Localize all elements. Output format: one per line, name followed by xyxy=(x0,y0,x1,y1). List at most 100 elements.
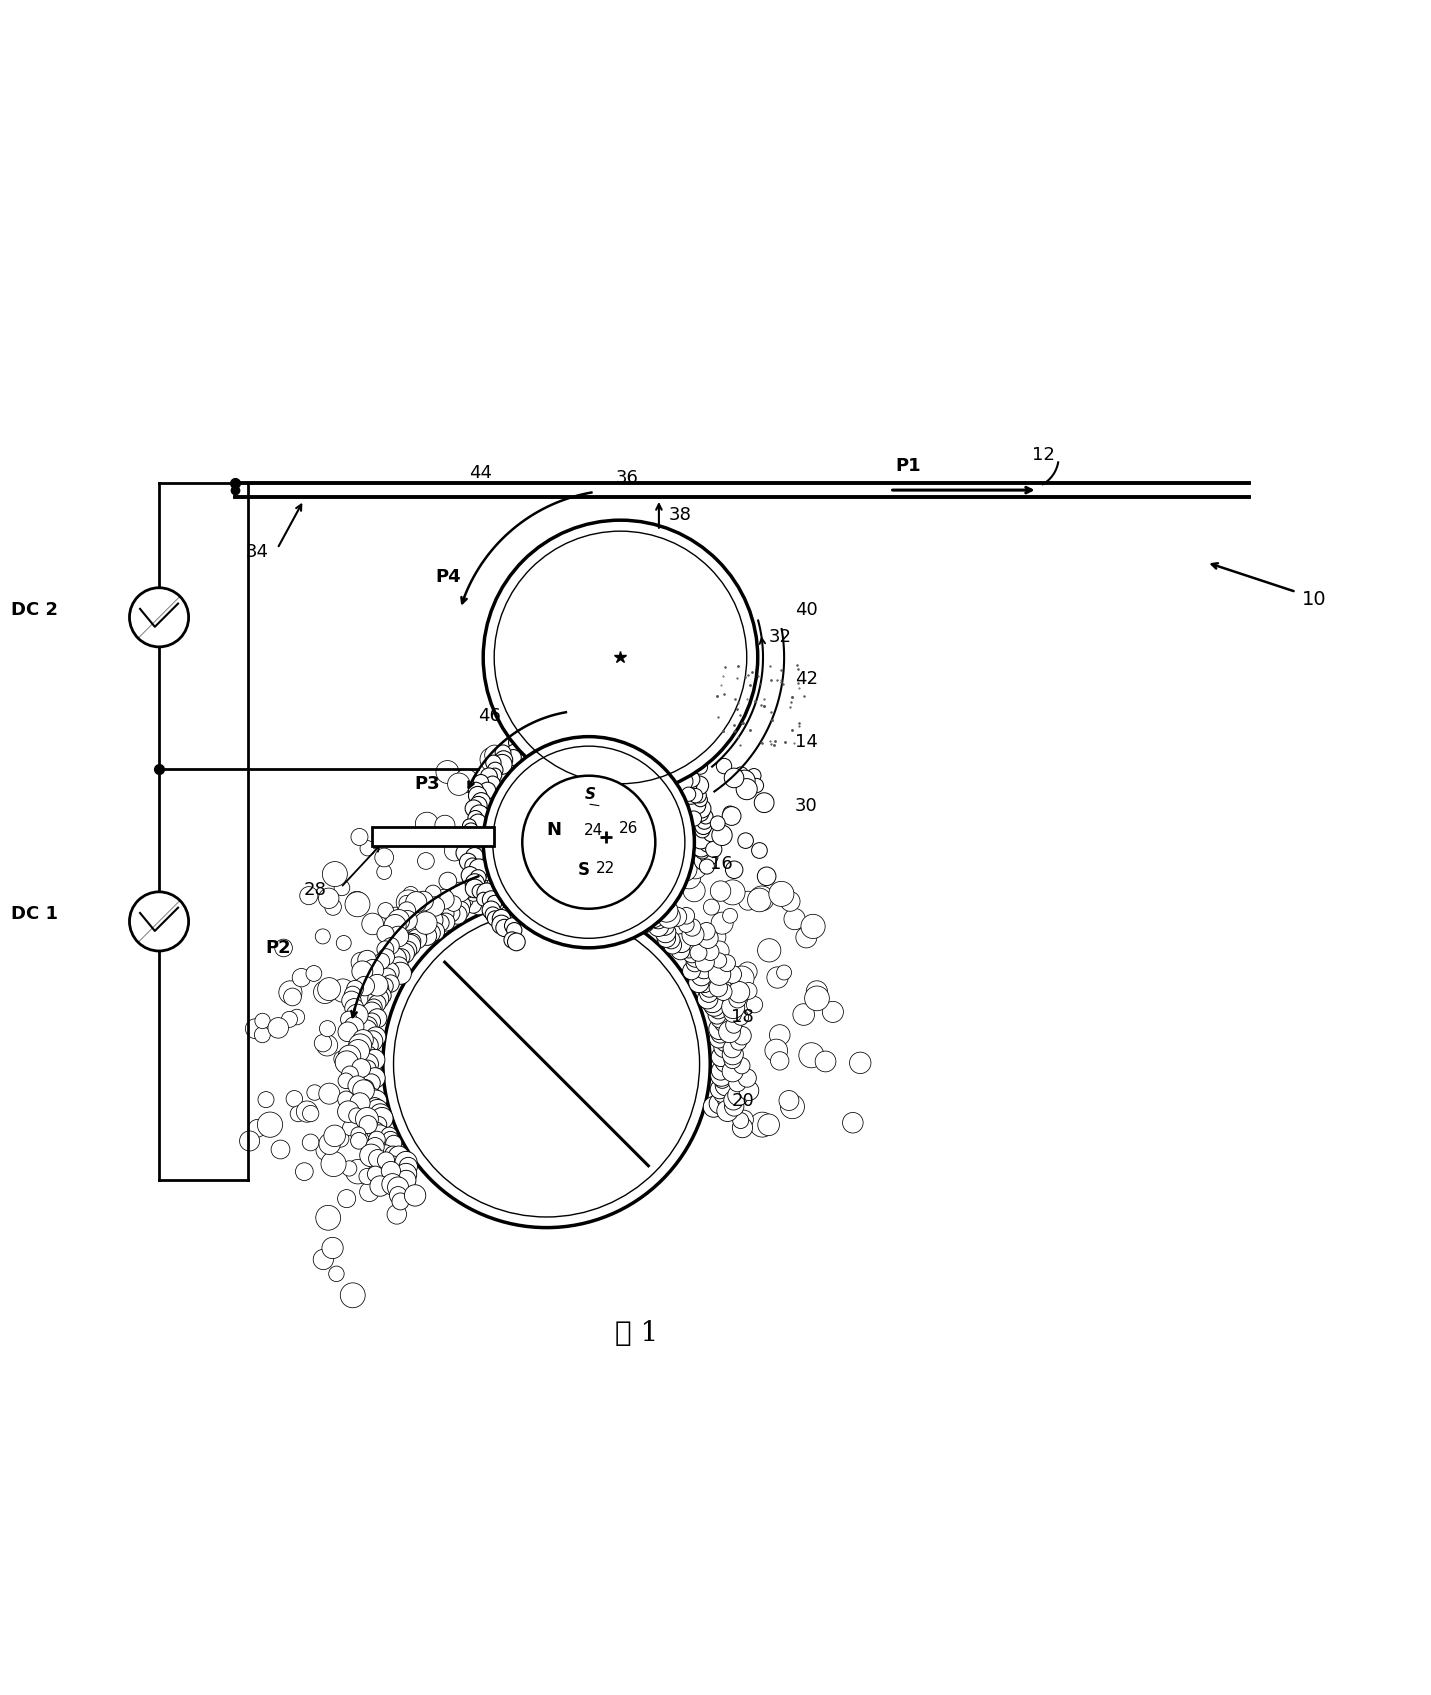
Circle shape xyxy=(711,1061,730,1080)
Circle shape xyxy=(648,739,664,754)
Circle shape xyxy=(366,1027,386,1048)
Circle shape xyxy=(747,997,763,1014)
Circle shape xyxy=(472,885,487,898)
Circle shape xyxy=(731,1034,747,1051)
Circle shape xyxy=(534,800,555,822)
Circle shape xyxy=(843,1112,863,1132)
Circle shape xyxy=(502,878,521,897)
Circle shape xyxy=(356,1080,373,1097)
Circle shape xyxy=(306,966,322,981)
Circle shape xyxy=(610,714,627,732)
Circle shape xyxy=(485,890,507,910)
Circle shape xyxy=(442,903,459,922)
Circle shape xyxy=(522,875,538,890)
Circle shape xyxy=(365,1068,385,1088)
Circle shape xyxy=(323,1125,345,1146)
Text: 36: 36 xyxy=(615,470,638,486)
Circle shape xyxy=(129,588,189,647)
Circle shape xyxy=(780,892,800,912)
Circle shape xyxy=(567,870,581,885)
Circle shape xyxy=(565,722,582,739)
Circle shape xyxy=(471,870,487,886)
Circle shape xyxy=(332,1131,349,1148)
Circle shape xyxy=(495,864,512,881)
Circle shape xyxy=(733,1117,753,1137)
Circle shape xyxy=(358,951,376,970)
Circle shape xyxy=(620,719,634,734)
Circle shape xyxy=(488,763,504,778)
Circle shape xyxy=(562,876,584,898)
Circle shape xyxy=(643,905,664,927)
Circle shape xyxy=(714,1014,733,1032)
Circle shape xyxy=(767,966,788,988)
Circle shape xyxy=(514,885,531,902)
Circle shape xyxy=(342,1120,358,1136)
Circle shape xyxy=(362,1075,381,1092)
Circle shape xyxy=(436,905,454,922)
Circle shape xyxy=(378,902,394,919)
Circle shape xyxy=(321,1151,346,1176)
Circle shape xyxy=(550,725,564,739)
Circle shape xyxy=(381,1161,401,1181)
Circle shape xyxy=(356,1020,376,1041)
Circle shape xyxy=(283,988,302,1005)
Circle shape xyxy=(634,912,655,932)
Circle shape xyxy=(658,905,680,929)
Circle shape xyxy=(436,761,459,783)
Circle shape xyxy=(485,756,501,771)
Circle shape xyxy=(465,885,482,902)
Circle shape xyxy=(548,849,567,868)
Circle shape xyxy=(707,927,726,948)
Circle shape xyxy=(610,886,631,907)
Circle shape xyxy=(492,910,511,927)
Circle shape xyxy=(693,800,711,819)
Circle shape xyxy=(710,1093,730,1114)
Circle shape xyxy=(485,907,501,922)
Circle shape xyxy=(740,983,757,1000)
Circle shape xyxy=(602,897,621,915)
Circle shape xyxy=(542,861,560,880)
Circle shape xyxy=(724,966,741,983)
Circle shape xyxy=(351,1127,366,1142)
Circle shape xyxy=(505,749,521,766)
Circle shape xyxy=(302,1105,319,1122)
Circle shape xyxy=(338,1190,356,1207)
Circle shape xyxy=(648,909,668,929)
Circle shape xyxy=(342,1161,356,1176)
Circle shape xyxy=(359,1168,375,1185)
Circle shape xyxy=(495,744,511,761)
Circle shape xyxy=(345,998,363,1017)
Circle shape xyxy=(704,898,720,915)
Circle shape xyxy=(469,859,488,878)
Circle shape xyxy=(723,807,737,820)
Circle shape xyxy=(458,836,472,851)
Circle shape xyxy=(724,1090,743,1110)
Circle shape xyxy=(718,954,736,971)
Circle shape xyxy=(630,731,650,751)
Circle shape xyxy=(544,876,565,897)
Circle shape xyxy=(399,1158,418,1176)
Circle shape xyxy=(487,876,502,893)
Circle shape xyxy=(376,978,394,995)
Circle shape xyxy=(545,725,560,739)
Circle shape xyxy=(580,875,600,893)
Circle shape xyxy=(422,910,444,931)
Text: 34: 34 xyxy=(246,542,269,561)
Circle shape xyxy=(338,1100,359,1122)
Circle shape xyxy=(319,888,339,909)
Circle shape xyxy=(535,824,552,841)
Circle shape xyxy=(651,876,667,892)
Circle shape xyxy=(621,837,637,853)
Circle shape xyxy=(700,834,717,853)
Circle shape xyxy=(484,737,694,948)
Circle shape xyxy=(345,986,361,1003)
Circle shape xyxy=(580,856,597,873)
Circle shape xyxy=(522,776,655,909)
Circle shape xyxy=(362,1002,382,1022)
Circle shape xyxy=(376,864,392,880)
Circle shape xyxy=(657,929,675,948)
Circle shape xyxy=(653,788,675,810)
Circle shape xyxy=(451,902,469,919)
Circle shape xyxy=(723,1061,743,1081)
Circle shape xyxy=(368,1166,384,1181)
